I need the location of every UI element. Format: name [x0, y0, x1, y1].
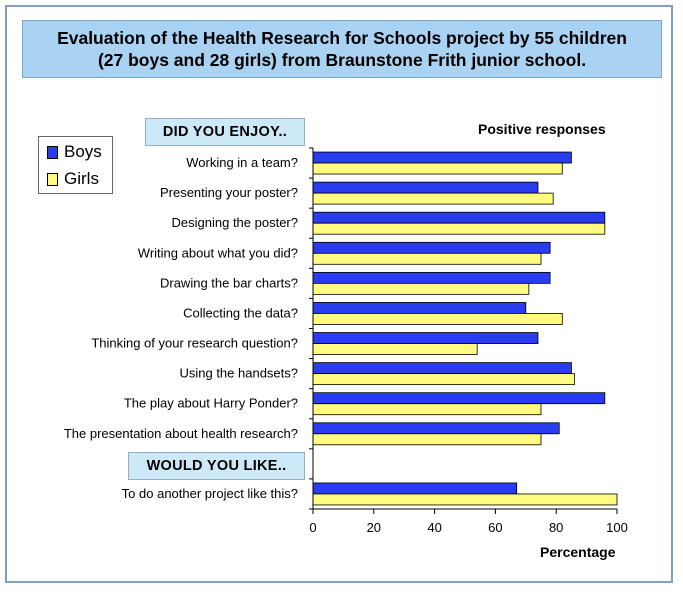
legend-label-boys: Boys [64, 142, 102, 161]
bar-girls [312, 373, 575, 386]
bar-girls [312, 313, 563, 325]
category-label: To do another project like this? [122, 486, 298, 501]
bar-girls [312, 343, 478, 355]
category-label: Drawing the bar charts? [160, 275, 298, 290]
bar-girls [312, 192, 554, 205]
bar-boys [312, 211, 606, 224]
category-label: The play about Harry Ponder? [124, 396, 298, 411]
title-line-1: Evaluation of the Health Research for Sc… [57, 28, 627, 48]
x-tick-label: 100 [606, 520, 628, 535]
bar-boys [312, 422, 560, 435]
legend-label-girls: Girls [64, 169, 99, 188]
bar-girls [312, 282, 530, 295]
legend-item-boys: Boys [47, 142, 102, 162]
x-tick-label: 80 [549, 520, 563, 535]
category-label: Collecting the data? [183, 305, 298, 320]
bar-boys [312, 151, 572, 164]
legend-swatch-boys [47, 145, 58, 159]
legend-swatch-girls [47, 172, 58, 186]
bar-boys [312, 271, 551, 284]
chart-title-box: Evaluation of the Health Research for Sc… [22, 20, 662, 78]
x-tick-label: 40 [427, 520, 441, 535]
category-label: Thinking of your research question? [91, 336, 298, 351]
legend: Boys Girls [38, 136, 113, 194]
bar-girls [312, 162, 563, 175]
section-enjoy: DID YOU ENJOY.. [145, 118, 305, 146]
bar-boys [312, 362, 572, 375]
bar-girls [312, 493, 618, 506]
category-label: Designing the poster? [172, 215, 298, 230]
title-line-2: (27 boys and 28 girls) from Braunstone F… [97, 50, 587, 70]
bar-boys [312, 302, 527, 314]
bar-boys [312, 181, 539, 194]
category-label: The presentation about health research? [64, 426, 298, 441]
bar-girls [312, 433, 542, 446]
bar-girls [312, 403, 542, 416]
category-label: Using the handsets? [179, 366, 298, 381]
chart-subtitle: Positive responses [478, 121, 606, 137]
section-like: WOULD YOU LIKE.. [128, 452, 305, 480]
category-label: Writing about what you did? [138, 245, 298, 260]
legend-item-girls: Girls [47, 169, 99, 189]
x-tick-label: 60 [488, 520, 502, 535]
category-label: Presenting your poster? [160, 185, 298, 200]
bar-boys [312, 392, 606, 405]
x-axis-label: Percentage [540, 544, 616, 560]
bar-boys [312, 482, 518, 495]
x-tick-label: 0 [309, 520, 316, 535]
bar-girls [312, 222, 606, 235]
bar-girls [312, 252, 542, 265]
category-label: Working in a team? [186, 155, 298, 170]
bar-boys [312, 241, 551, 254]
x-tick-label: 20 [367, 520, 381, 535]
bar-boys [312, 332, 539, 344]
